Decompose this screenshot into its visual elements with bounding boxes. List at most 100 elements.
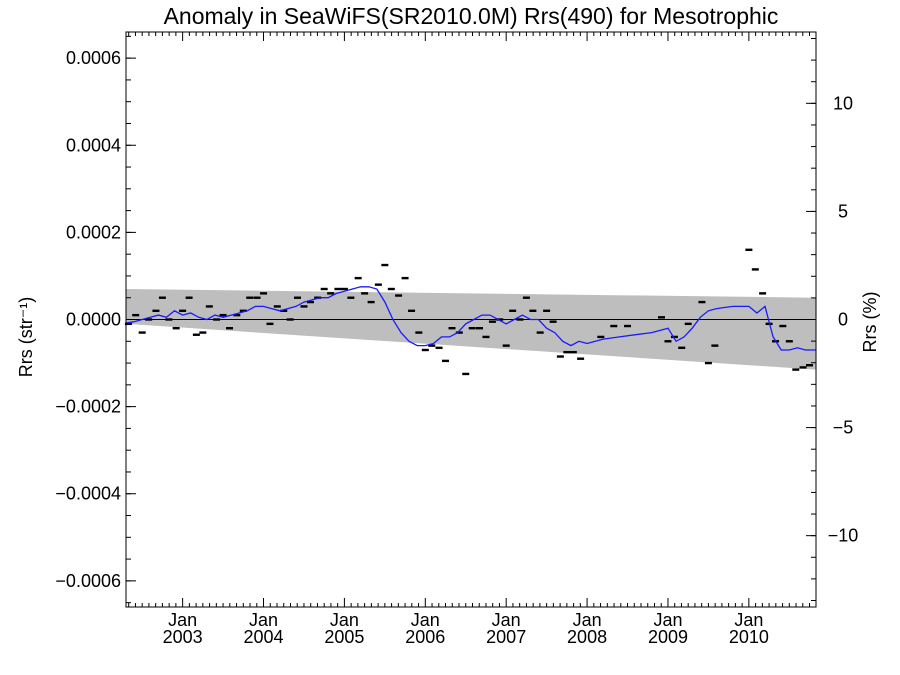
x-tick-label-month: Jan <box>734 610 763 630</box>
anomaly-point <box>253 296 261 299</box>
left-tick-label: 0.0000 <box>66 310 121 330</box>
anomaly-point <box>785 340 793 343</box>
anomaly-point <box>138 331 146 334</box>
anomaly-point <box>233 313 241 317</box>
left-y-axis-ticks: 0.0006 0.0004 0.0002 0.0000 −0.0002 −0.0004 −0… <box>55 35 136 604</box>
anomaly-point <box>462 372 470 376</box>
anomaly-point <box>509 309 517 312</box>
anomaly-point <box>280 309 288 312</box>
x-tick-label-year: 2009 <box>648 627 688 647</box>
anomaly-point <box>684 322 692 326</box>
anomaly-point <box>536 331 544 334</box>
x-tick-label-month: Jan <box>653 610 682 630</box>
anomaly-point <box>549 320 557 323</box>
anomaly-point <box>751 268 759 271</box>
anomaly-point <box>610 324 618 328</box>
anomaly-point <box>260 292 268 295</box>
right-tick-label: −5 <box>833 418 854 438</box>
anomaly-point <box>657 316 665 319</box>
anomaly-point <box>792 368 800 371</box>
anomaly-point <box>711 344 719 347</box>
anomaly-point <box>556 355 564 358</box>
left-tick-label: 0.0004 <box>66 135 121 155</box>
anomaly-point <box>306 300 314 304</box>
x-tick-label-month: Jan <box>168 610 197 630</box>
anomaly-point <box>293 296 301 299</box>
anomaly-point <box>529 309 537 312</box>
anomaly-point <box>165 318 173 321</box>
anomaly-point <box>185 296 193 299</box>
left-tick-label: −0.0004 <box>55 484 121 504</box>
anomaly-point <box>597 335 605 339</box>
anomaly-point <box>468 327 476 330</box>
right-tick-label: 10 <box>833 93 853 113</box>
anomaly-point <box>300 305 308 308</box>
left-tick-label: 0.0002 <box>66 222 121 242</box>
chart-title: Anomaly in SeaWiFS(SR2010.0M) Rrs(490) f… <box>164 3 779 29</box>
anomaly-point <box>799 366 807 369</box>
anomaly-point <box>543 309 551 312</box>
anomaly-point <box>569 350 577 354</box>
anomaly-point <box>320 287 328 291</box>
anomaly-point <box>577 357 585 360</box>
anomaly-point <box>132 313 140 317</box>
x-tick-label-month: Jan <box>411 610 440 630</box>
anomaly-point <box>415 331 423 334</box>
anomaly-point <box>347 296 355 299</box>
x-tick-label-year: 2007 <box>486 627 526 647</box>
anomaly-point <box>374 283 382 286</box>
anomaly-point <box>219 313 227 317</box>
anomaly-point <box>455 331 463 334</box>
x-tick-label-year: 2004 <box>243 627 283 647</box>
anomaly-point <box>563 350 571 354</box>
x-tick-label-year: 2003 <box>163 627 203 647</box>
anomaly-point <box>158 296 166 299</box>
anomaly-point <box>213 318 221 321</box>
left-tick-label: −0.0002 <box>55 397 121 417</box>
anomaly-point <box>179 309 187 312</box>
x-tick-label-month: Jan <box>330 610 359 630</box>
anomaly-points-layer <box>124 248 814 376</box>
anomaly-point <box>435 346 443 350</box>
anomaly-point <box>664 340 672 343</box>
anomaly-point <box>408 309 416 312</box>
anomaly-point <box>239 309 247 312</box>
anomaly-point <box>496 318 504 321</box>
anomaly-point <box>354 276 362 280</box>
right-y-axis-ticks: 10 5 0 −5 −10 <box>806 37 858 602</box>
anomaly-point <box>246 296 254 299</box>
anomaly-point <box>745 248 753 252</box>
left-tick-label: 0.0006 <box>66 48 121 68</box>
anomaly-point <box>381 263 389 267</box>
right-y-axis-label: Rrs (%) <box>860 292 880 353</box>
anomaly-point <box>286 318 294 321</box>
anomaly-point <box>273 305 281 308</box>
x-tick-label-year: 2010 <box>729 627 769 647</box>
x-tick-label-year: 2005 <box>324 627 364 647</box>
anomaly-point <box>502 344 510 347</box>
x-tick-label-month: Jan <box>573 610 602 630</box>
right-tick-label: 5 <box>838 201 848 221</box>
anomaly-point <box>670 335 678 339</box>
anomaly-point <box>475 327 483 330</box>
anomaly-point <box>334 287 342 291</box>
anomaly-point <box>488 320 496 323</box>
left-y-axis-label: Rrs (str⁻¹) <box>16 297 36 377</box>
x-tick-label-year: 2008 <box>567 627 607 647</box>
anomaly-point <box>152 309 160 312</box>
anomaly-point <box>327 292 335 295</box>
anomaly-point <box>421 348 429 352</box>
anomaly-point <box>172 327 180 330</box>
anomaly-point <box>428 344 436 347</box>
left-tick-label: −0.0006 <box>55 571 121 591</box>
anomaly-point <box>401 276 409 280</box>
anomaly-point <box>678 346 686 350</box>
anomaly-point <box>266 322 274 326</box>
anomaly-point <box>522 296 530 299</box>
anomaly-point <box>806 364 814 367</box>
right-tick-label: 0 <box>838 310 848 330</box>
anomaly-point <box>226 327 234 330</box>
x-tick-label-year: 2006 <box>405 627 445 647</box>
anomaly-point <box>704 361 712 365</box>
